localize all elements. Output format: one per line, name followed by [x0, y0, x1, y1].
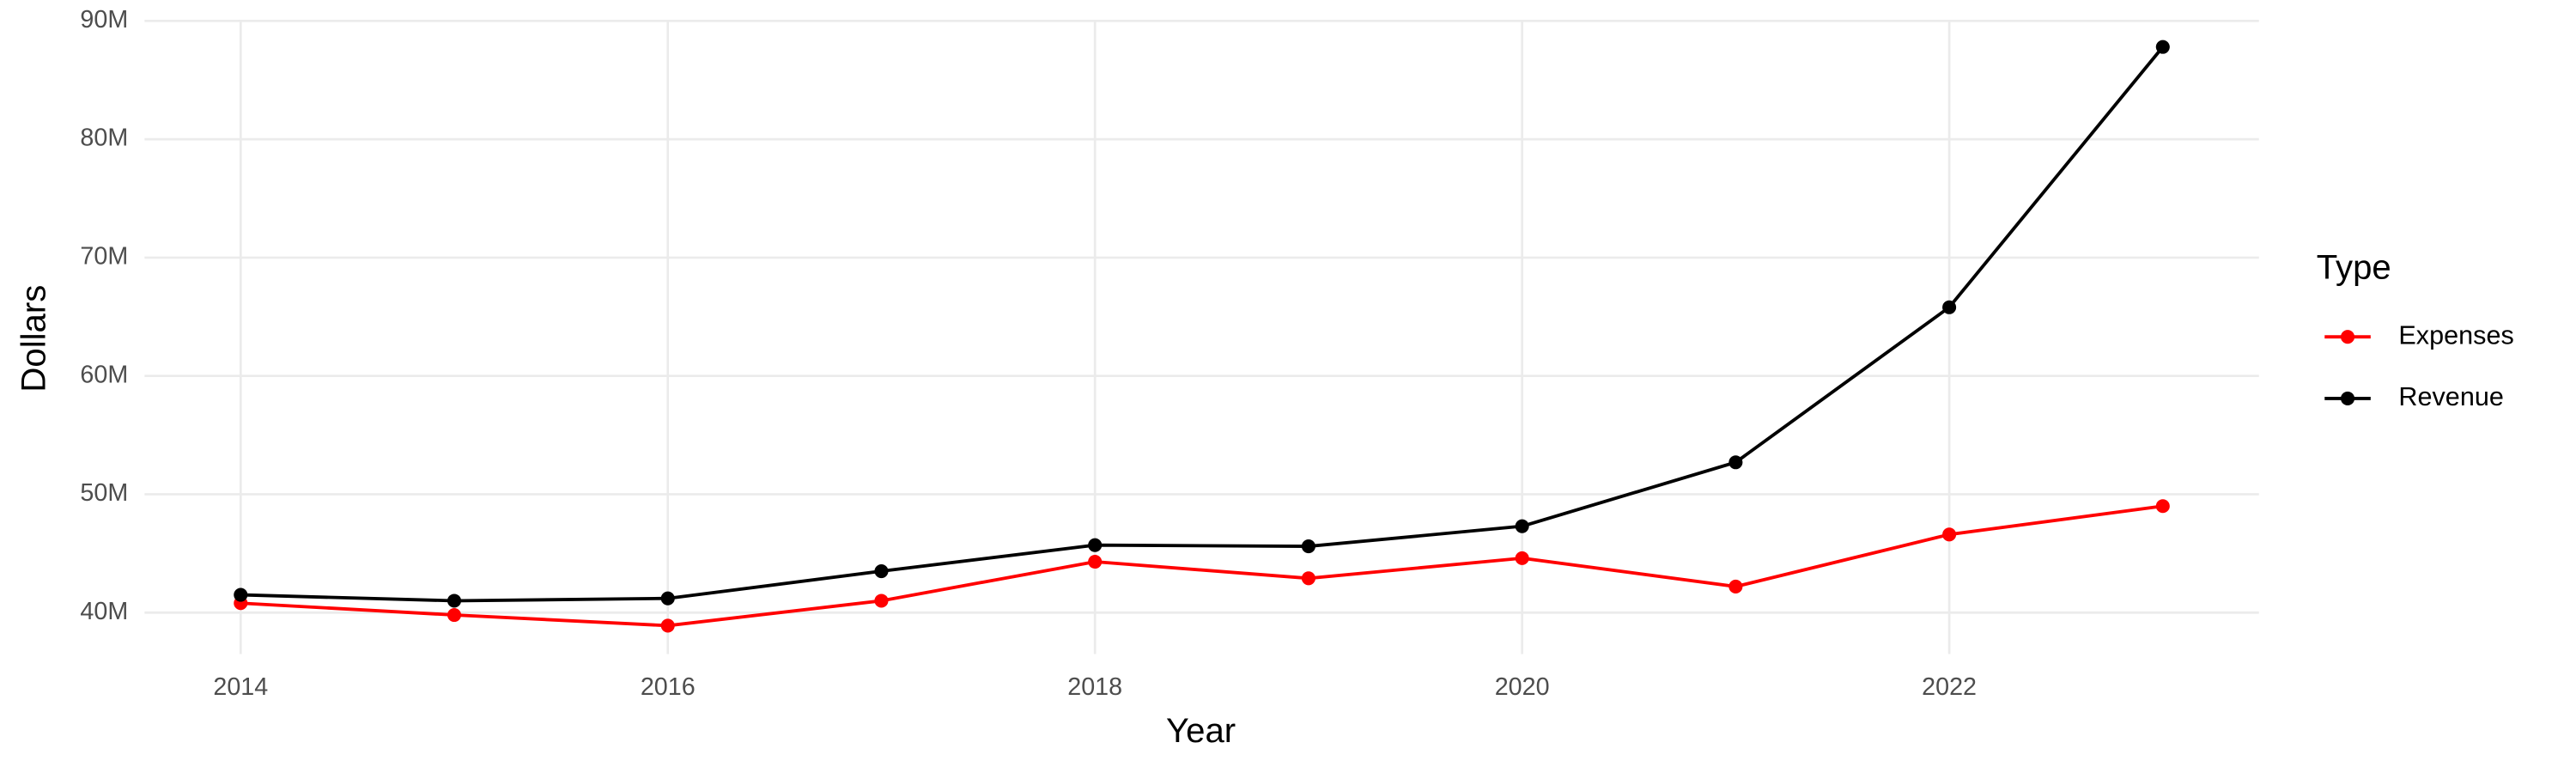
x-axis-title: Year	[1166, 711, 1236, 750]
series-line	[240, 46, 2165, 603]
data-point	[1515, 551, 1529, 565]
y-axis-title: Dollars	[15, 285, 53, 393]
data-point	[2155, 40, 2170, 54]
data-point	[447, 607, 462, 623]
x-tick-label: 2016	[641, 673, 696, 701]
legend-label: Revenue	[2398, 382, 2504, 411]
legend-marker	[2341, 330, 2355, 344]
y-tick-label: 50M	[80, 479, 128, 507]
data-point	[1942, 527, 1957, 542]
data-point	[1728, 455, 1743, 470]
data-point	[660, 618, 675, 633]
y-tick-label: 60M	[80, 361, 128, 388]
data-point	[1301, 539, 1315, 554]
y-tick-label: 40M	[80, 598, 128, 625]
x-tick-label: 2022	[1922, 673, 1977, 701]
legend-label: Expenses	[2398, 320, 2513, 350]
data-point	[2155, 499, 2170, 514]
x-tick-label: 2018	[1067, 673, 1122, 701]
y-tick-label: 90M	[80, 6, 128, 33]
y-tick-label: 70M	[80, 242, 128, 270]
data-point	[660, 591, 675, 606]
data-point	[874, 593, 889, 608]
legend-marker	[2341, 391, 2355, 406]
data-point	[1088, 538, 1103, 552]
data-point	[234, 587, 248, 602]
data-point	[1088, 554, 1103, 569]
legend-title: Type	[2317, 247, 2391, 286]
series-line	[240, 504, 2164, 628]
data-point	[1728, 579, 1743, 593]
x-tick-label: 2014	[213, 673, 268, 701]
data-point	[1301, 571, 1315, 586]
data-point	[447, 593, 462, 608]
data-point	[874, 563, 889, 579]
x-tick-label: 2020	[1495, 673, 1550, 701]
data-point	[1515, 519, 1529, 533]
data-point	[1942, 300, 1957, 314]
y-tick-label: 80M	[80, 125, 128, 152]
